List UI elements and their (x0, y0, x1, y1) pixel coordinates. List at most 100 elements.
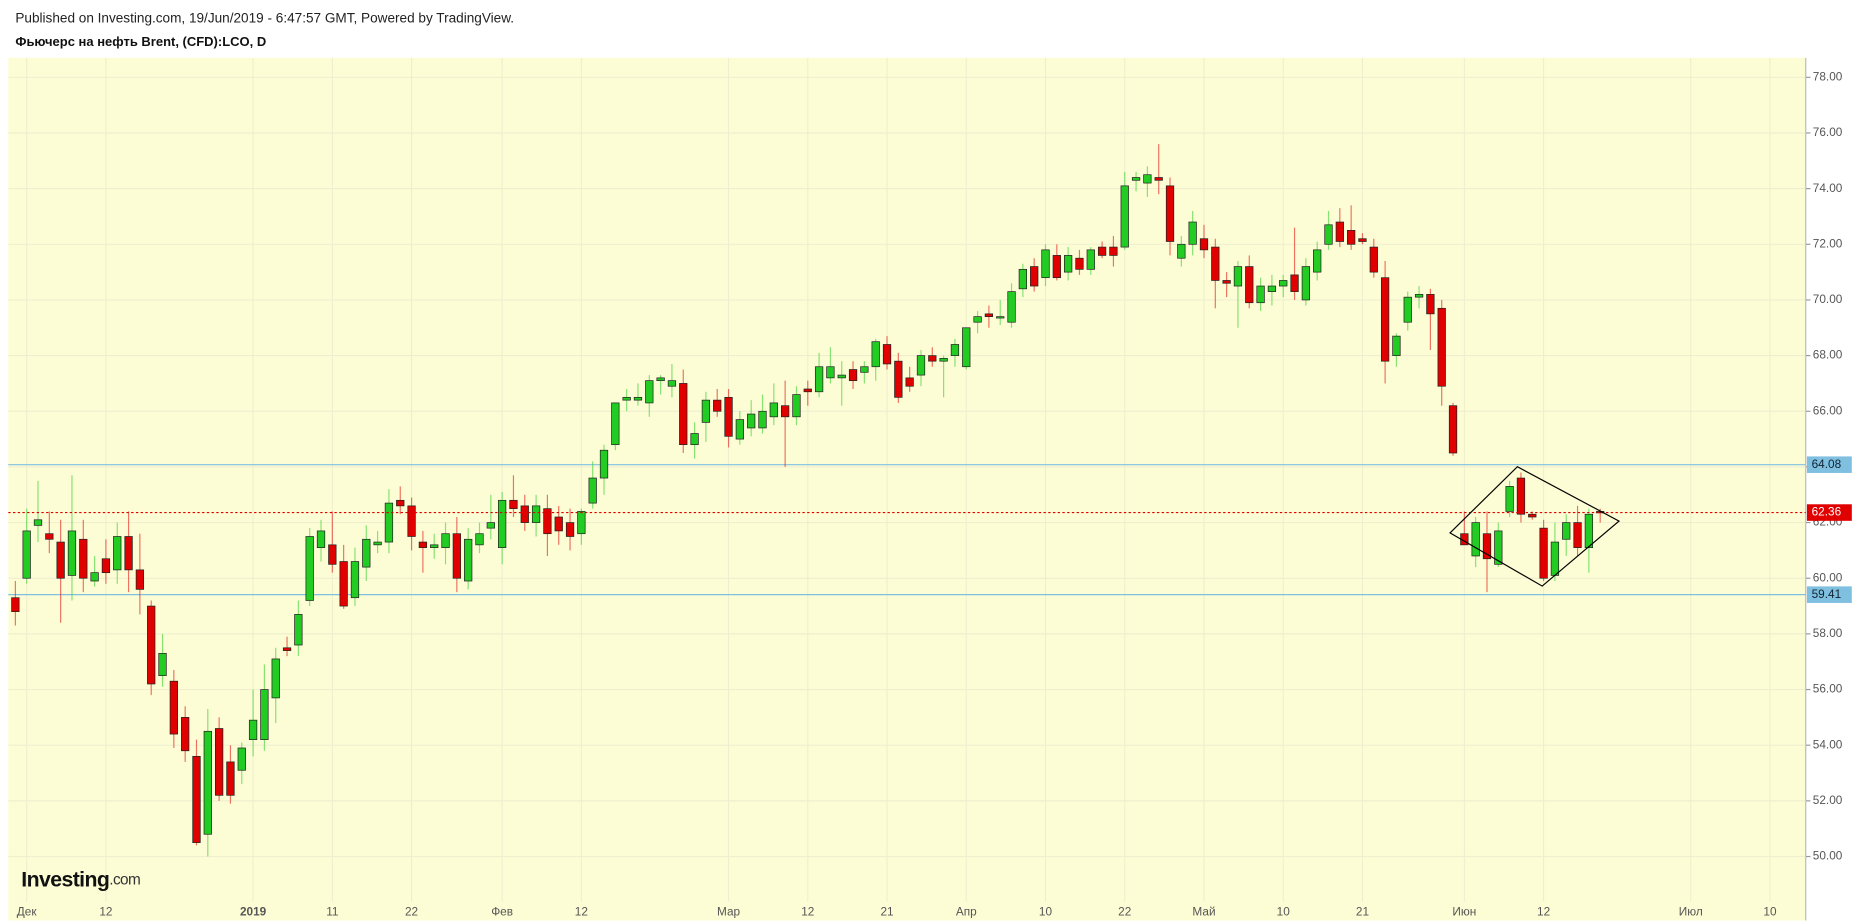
x-tick-label: Июн (1452, 904, 1476, 918)
candle-body (248, 719, 258, 740)
y-tick-label: 50.00 (1813, 849, 1843, 863)
y-tick-label: 66.00 (1813, 403, 1843, 417)
x-tick-label: 11 (326, 904, 338, 918)
candle-body (181, 717, 190, 752)
candle-body (316, 530, 326, 548)
candle-body (1324, 224, 1333, 245)
chart-title: Фьючерс на нефть Brent, (CFD):LCO, D (15, 34, 266, 49)
candle-body (464, 538, 473, 582)
candle-body (1097, 246, 1107, 256)
x-tick-label: 22 (405, 904, 418, 918)
candle-body (939, 358, 948, 362)
candle-body (203, 730, 212, 835)
candle-body (113, 536, 122, 571)
candle-body (1075, 257, 1084, 270)
candle-body (1064, 255, 1073, 273)
candle-body (90, 572, 99, 582)
candle-body (452, 533, 461, 579)
y-tick-label: 58.00 (1813, 626, 1843, 640)
candle-body (1279, 280, 1288, 287)
x-tick-label: Дек (17, 904, 38, 918)
candle-body (339, 561, 348, 607)
candle-body (1154, 177, 1163, 181)
candle-body (848, 369, 858, 382)
candle-body (328, 544, 337, 565)
candle-body (894, 360, 903, 398)
y-tick-label: 76.00 (1813, 125, 1843, 139)
candle-body (713, 399, 722, 412)
candle-body (294, 614, 303, 646)
candle-body (1584, 513, 1594, 548)
candle-body (565, 522, 575, 537)
candle-body (962, 327, 971, 368)
candle-body (79, 538, 88, 579)
plot-bg (8, 57, 1806, 921)
candle-body (814, 366, 824, 393)
candle-body (747, 413, 756, 429)
candle-body (1030, 266, 1039, 287)
candle-body (996, 316, 1005, 319)
candle-body (1505, 486, 1514, 512)
candle-body (667, 380, 677, 387)
candle-body (928, 355, 937, 362)
candle-body (882, 344, 892, 365)
candle-body (11, 597, 20, 612)
candle-body (56, 541, 65, 579)
candle-body (611, 402, 620, 446)
candle-body (1052, 255, 1061, 279)
candle-body (1143, 174, 1152, 184)
candle-body (1007, 291, 1016, 323)
candle-body (1120, 185, 1129, 248)
candle-body (1426, 294, 1435, 315)
candle-body (1335, 221, 1344, 242)
candle-body (486, 522, 495, 529)
candle-body (588, 477, 597, 504)
candle-body (373, 541, 382, 546)
candle-body (1290, 274, 1299, 292)
plot-layer: Дек 12 2019 11 22 Фев 12 Мар 12 21 Апр 10 22 Май 10 21 И… (8, 57, 1806, 918)
x-tick-label: 10 (1277, 904, 1291, 918)
candle-body (214, 728, 224, 796)
candle-body (735, 419, 744, 440)
candle-body (860, 366, 869, 373)
candle-body (1267, 285, 1277, 292)
candle-body (67, 530, 77, 576)
candle-body (1448, 405, 1458, 454)
candle-body (905, 377, 914, 387)
candle-body (916, 355, 926, 376)
candle-body (271, 658, 280, 699)
candle-body (769, 402, 778, 418)
candle-body (1188, 221, 1197, 245)
candle-body (1471, 522, 1480, 557)
published-note: Published on Investing.com, 19/Jun/2019 … (15, 10, 514, 25)
candle-body (135, 569, 145, 590)
candle-body (1369, 246, 1378, 273)
candle-body (226, 761, 235, 796)
candle-body (1301, 266, 1311, 301)
y-tick-label: 72.00 (1813, 236, 1843, 250)
candle-body (1358, 238, 1367, 242)
level-label: 59.41 (1812, 587, 1842, 601)
candle-body (599, 449, 609, 479)
candle-body (1233, 266, 1243, 287)
candle-body (147, 605, 156, 685)
logo: Investing.com (21, 867, 140, 891)
candle-body (803, 388, 812, 393)
y-tick-label: 52.00 (1813, 793, 1843, 807)
x-tick-label: 12 (575, 904, 588, 918)
candle-body (1414, 294, 1424, 298)
candle-body (871, 341, 880, 368)
candle-body (1550, 541, 1560, 576)
y-tick-label: 74.00 (1813, 181, 1843, 195)
candle-body (690, 433, 699, 446)
candle-body (1165, 185, 1175, 242)
candle-body (984, 313, 994, 317)
candle-body (973, 316, 982, 323)
x-tick-label: 12 (1537, 904, 1550, 918)
candle-body (837, 374, 846, 379)
x-tick-label: Май (1192, 904, 1215, 918)
x-tick-label: 10 (1039, 904, 1053, 918)
candle-body (1109, 246, 1118, 256)
candle-body (1403, 296, 1412, 323)
